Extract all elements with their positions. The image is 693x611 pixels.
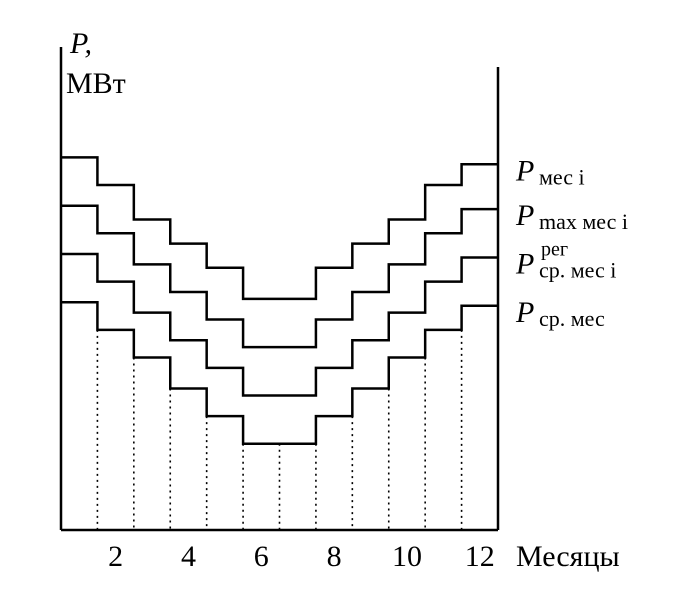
x-tick-label: 10 xyxy=(392,540,422,573)
series-label-symbol: P xyxy=(515,296,534,329)
series-label-symbol: P xyxy=(515,154,534,187)
y-axis-symbol: P, xyxy=(69,27,92,60)
month-dividers xyxy=(96,329,463,530)
series-label-subscript: ср. мес xyxy=(539,306,605,331)
series-label-subscript: max мес i xyxy=(539,209,628,234)
series-lines xyxy=(61,156,498,445)
series-line-3 xyxy=(61,252,498,397)
y-axis-unit: МВт xyxy=(66,67,126,100)
series-label-superscript: рег xyxy=(541,238,568,260)
series-label-subscript: ср. мес i xyxy=(539,257,616,282)
axes xyxy=(59,47,500,532)
x-tick-label: 12 xyxy=(465,540,495,573)
series-label-symbol: P xyxy=(515,247,534,280)
x-tick-label: 4 xyxy=(181,540,196,573)
series-label-subscript: мес i xyxy=(539,164,585,189)
x-tick-label: 8 xyxy=(327,540,342,573)
series-line-1 xyxy=(61,156,498,301)
x-axis-label: Месяцы xyxy=(516,540,620,573)
x-tick-label: 2 xyxy=(108,540,123,573)
series-line-4 xyxy=(61,301,498,445)
x-tick-label: 6 xyxy=(254,540,269,573)
series-line-2 xyxy=(61,204,498,349)
series-label-symbol: P xyxy=(515,199,534,232)
x-tick-labels: 2 4 6 8 10 12 xyxy=(108,540,495,573)
